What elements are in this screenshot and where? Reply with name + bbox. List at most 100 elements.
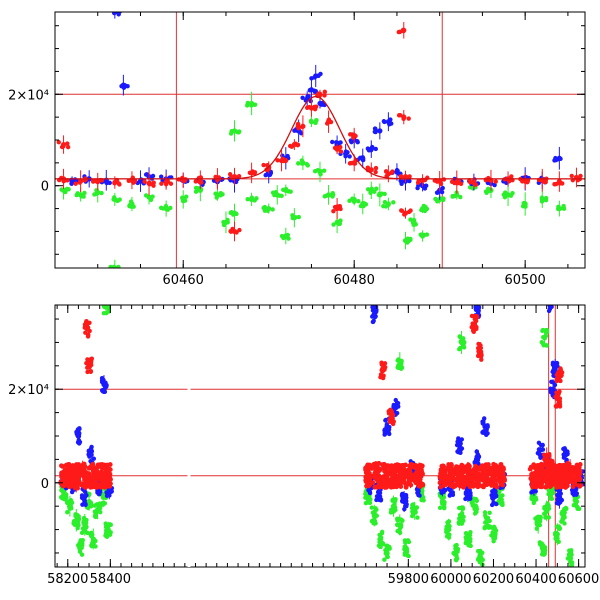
- green-point: [488, 525, 494, 530]
- red-point: [498, 468, 503, 474]
- red-point: [531, 484, 536, 489]
- blue-point: [440, 185, 445, 191]
- red-point: [417, 462, 423, 468]
- red-point: [151, 183, 156, 188]
- red-point: [402, 212, 407, 217]
- blue-point: [372, 310, 377, 315]
- red-point: [398, 174, 403, 179]
- red-point: [73, 466, 79, 472]
- green-point: [330, 191, 335, 196]
- blue-point: [89, 444, 94, 450]
- green-point: [546, 488, 551, 493]
- green-point: [279, 233, 285, 239]
- green-point: [547, 492, 553, 497]
- red-point: [365, 165, 371, 170]
- green-point: [534, 497, 539, 502]
- blue-point: [292, 128, 297, 133]
- red-point: [399, 208, 404, 213]
- red-point: [453, 477, 459, 482]
- blue-point: [102, 386, 108, 391]
- red-point: [168, 181, 174, 186]
- red-point: [456, 467, 462, 473]
- red-point: [349, 160, 355, 166]
- green-point: [380, 541, 386, 547]
- green-point: [557, 526, 563, 531]
- green-point: [564, 506, 569, 512]
- red-point: [199, 180, 204, 185]
- red-point: [382, 484, 388, 490]
- green-point: [546, 515, 552, 520]
- blue-point: [159, 174, 164, 179]
- green-point: [447, 532, 452, 538]
- green-point: [94, 188, 100, 194]
- green-point: [442, 504, 447, 510]
- blue-point: [372, 129, 378, 135]
- red-point: [472, 179, 477, 184]
- red-point: [397, 29, 403, 35]
- red-point: [539, 461, 544, 467]
- red-point: [389, 479, 395, 485]
- red-point: [552, 181, 557, 187]
- blue-point: [393, 397, 398, 403]
- blue-point: [546, 300, 550, 304]
- green-point: [71, 518, 77, 524]
- green-point: [262, 208, 268, 213]
- green-point: [544, 343, 549, 348]
- red-point: [406, 467, 412, 472]
- x-tick-label: 60600: [558, 572, 599, 587]
- red-point: [471, 483, 476, 489]
- green-point: [424, 232, 430, 237]
- blue-point: [484, 425, 490, 430]
- red-point: [105, 483, 111, 489]
- blue-point: [562, 453, 567, 459]
- green-point: [158, 205, 164, 211]
- green-point: [438, 196, 443, 201]
- green-point: [418, 232, 423, 237]
- green-point: [77, 549, 83, 554]
- green-point: [79, 194, 84, 199]
- blue-point: [455, 439, 460, 444]
- red-point: [448, 462, 454, 467]
- green-point: [115, 198, 121, 203]
- green-point: [476, 556, 481, 561]
- green-point: [539, 541, 545, 546]
- green-point: [368, 190, 373, 195]
- red-point: [542, 468, 548, 474]
- blue-point: [423, 183, 429, 188]
- red-point: [304, 105, 310, 110]
- green-point: [482, 525, 487, 530]
- green-point: [543, 515, 548, 520]
- red-point: [571, 469, 577, 475]
- red-point: [77, 180, 83, 185]
- green-point: [88, 532, 93, 538]
- red-point: [379, 462, 385, 468]
- red-point: [281, 158, 286, 164]
- green-point: [363, 495, 368, 500]
- red-point: [295, 143, 300, 148]
- green-point: [315, 168, 321, 173]
- blue-point: [454, 442, 460, 448]
- red-point: [165, 179, 171, 184]
- red-point: [557, 181, 563, 186]
- green-point: [337, 221, 343, 226]
- green-point: [296, 161, 301, 166]
- blue-point: [83, 501, 88, 507]
- blue-point: [263, 172, 268, 178]
- green-point: [460, 505, 465, 510]
- blue-point: [399, 179, 404, 184]
- red-point: [90, 478, 96, 484]
- blue-point: [550, 362, 556, 367]
- green-point: [81, 520, 86, 526]
- red-point: [577, 483, 583, 489]
- red-point: [478, 476, 484, 481]
- red-point: [353, 133, 358, 139]
- blue-point: [450, 492, 456, 497]
- red-point: [478, 464, 484, 470]
- green-point: [286, 189, 292, 194]
- red-point: [296, 126, 301, 131]
- red-point: [85, 365, 90, 370]
- green-point: [368, 497, 373, 502]
- blue-point: [76, 437, 82, 443]
- red-point: [570, 484, 576, 489]
- green-point: [467, 185, 473, 190]
